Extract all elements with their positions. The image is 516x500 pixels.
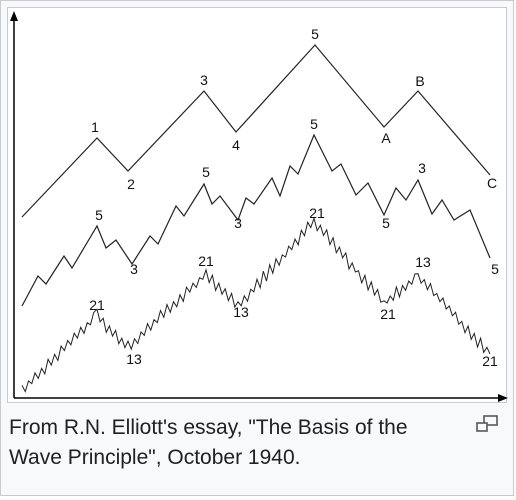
intermediate-label: 3 <box>418 160 426 176</box>
minor-label: 13 <box>415 254 431 270</box>
minor-label: 13 <box>126 351 142 367</box>
intermediate-label: 5 <box>202 164 210 180</box>
y-axis-arrow <box>10 11 18 21</box>
magnify-clip-icon[interactable] <box>475 415 499 433</box>
elliott-wave-diagram: 1 2 3 4 5 A B C 5 3 5 3 5 5 3 5 21 13 21… <box>7 7 508 403</box>
primary-label: A <box>381 130 391 146</box>
intermediate-label: 3 <box>234 215 242 231</box>
primary-label: B <box>415 73 424 89</box>
wave-line-primary <box>21 44 491 218</box>
minor-label: 21 <box>309 205 325 221</box>
primary-label: 5 <box>311 26 319 42</box>
minor-label: 21 <box>198 253 214 269</box>
minor-label: 21 <box>380 306 396 322</box>
figure-caption: From R.N. Elliott's essay, "The Basis of… <box>9 416 408 469</box>
primary-label: 3 <box>200 72 208 88</box>
minor-label: 13 <box>233 304 249 320</box>
intermediate-label: 5 <box>491 261 499 277</box>
primary-label: C <box>487 175 497 191</box>
wave-line-intermediate <box>21 133 491 307</box>
minor-label: 21 <box>482 353 498 369</box>
wave-diagram-svg: 1 2 3 4 5 A B C 5 3 5 3 5 5 3 5 21 13 21… <box>10 11 508 402</box>
intermediate-label: 5 <box>310 116 318 132</box>
primary-label: 2 <box>127 176 135 192</box>
intermediate-label: 3 <box>130 261 138 277</box>
intermediate-label: 5 <box>382 215 390 231</box>
x-axis-arrow <box>498 394 508 402</box>
minor-label: 21 <box>89 297 105 313</box>
intermediate-label: 5 <box>95 207 103 223</box>
wave-line-minor <box>21 216 491 393</box>
primary-label: 4 <box>232 137 240 153</box>
primary-label: 1 <box>91 119 99 135</box>
